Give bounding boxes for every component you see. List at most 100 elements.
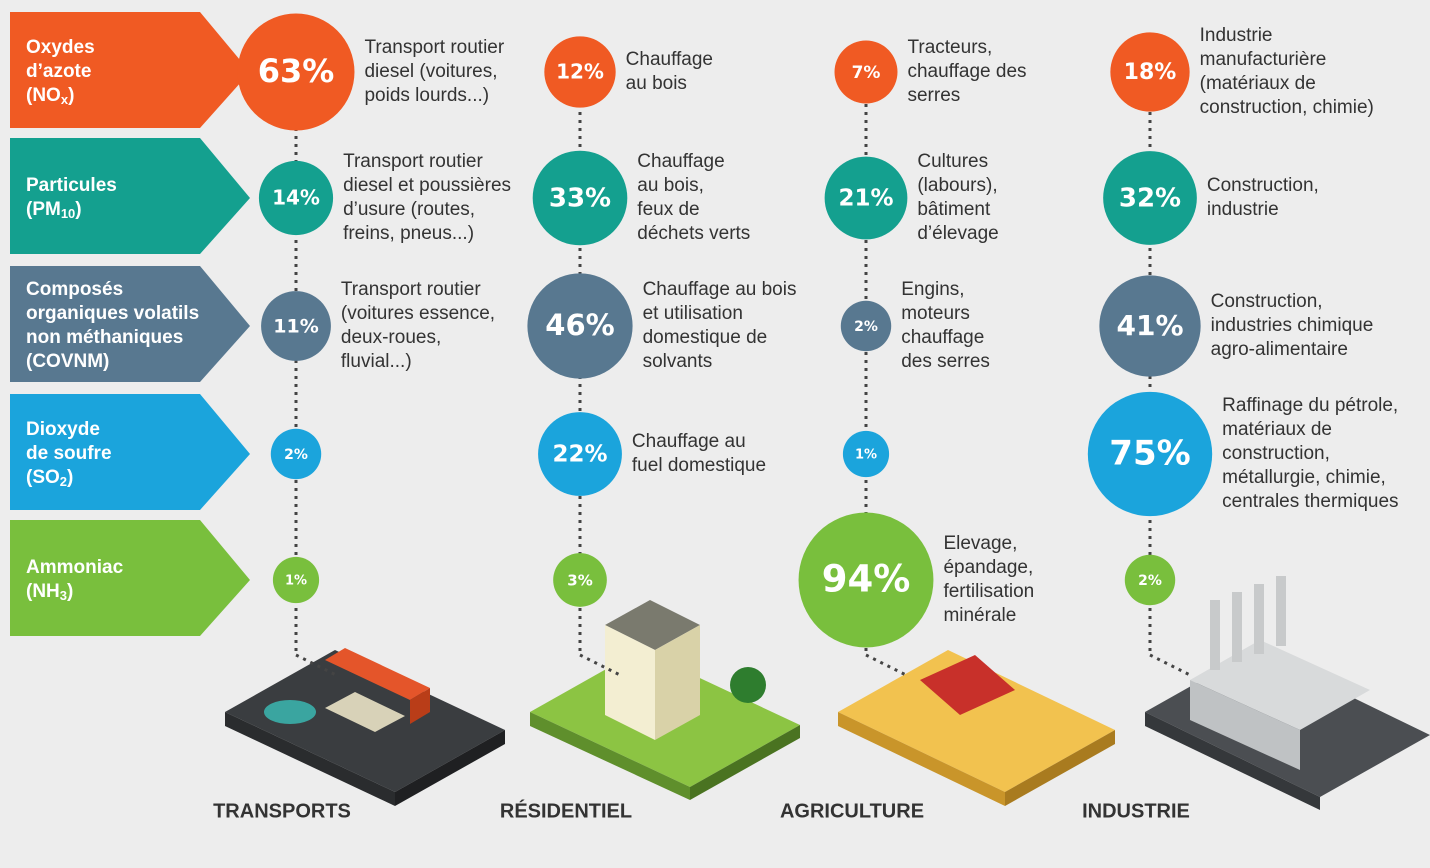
description: (matériaux de [1200, 73, 1316, 94]
value-label: 1% [285, 574, 307, 589]
value-circle [538, 412, 622, 496]
pollutant-formula: (SO2) [26, 467, 73, 489]
description: moteurs [901, 303, 970, 324]
formula-part: ) [68, 85, 74, 106]
pollutant-formula: (PM10) [26, 199, 82, 221]
value-label: 2% [854, 319, 878, 335]
description: diesel (voitures, [364, 61, 497, 82]
sector-name: INDUSTRIE [1082, 800, 1190, 822]
description: serres [907, 85, 960, 106]
formula-part: 10 [61, 206, 75, 221]
value-label: 1% [855, 448, 877, 463]
pollutant-arrow [10, 138, 250, 254]
description: Industrie [1200, 25, 1273, 46]
description: construction, [1222, 443, 1330, 464]
description: agro-alimentaire [1211, 339, 1348, 360]
description: manufacturière [1200, 49, 1327, 70]
description: feux de [637, 199, 699, 220]
description: Transport routier [343, 151, 483, 172]
value-circle [272, 556, 320, 604]
value-circle [261, 291, 331, 361]
value-label: 12% [556, 60, 604, 84]
value-circle [824, 156, 908, 240]
description: Tracteurs, [907, 37, 992, 58]
pollutant-label: organiques volatils [26, 303, 199, 324]
pollutant-label: de soufre [26, 443, 112, 464]
pollutant-label: Composés [26, 279, 123, 300]
description: Chauffage [626, 49, 713, 70]
sector-name: TRANSPORTS [213, 800, 351, 822]
value-label: 75% [1109, 434, 1190, 474]
formula-part: (SO [26, 467, 60, 488]
sector-name: RÉSIDENTIEL [500, 799, 632, 822]
value-circle [1087, 391, 1213, 517]
description: fluvial...) [341, 351, 412, 372]
value-circle [237, 13, 355, 131]
description: minérale [943, 605, 1016, 626]
value-circle [834, 40, 898, 104]
pollutant-formula: (NOx) [26, 85, 74, 107]
pollutant-arrow [10, 12, 250, 128]
description: d’élevage [917, 223, 998, 244]
value-circle [1124, 554, 1176, 606]
description: d’usure (routes, [343, 199, 475, 220]
formula-part: ) [67, 581, 73, 602]
value-circle [1103, 151, 1197, 245]
description: Cultures [917, 151, 988, 172]
value-label: 33% [549, 184, 611, 214]
value-circle [553, 553, 607, 607]
description: industrie [1207, 199, 1279, 220]
description: (labours), [917, 175, 997, 196]
sector-name: AGRICULTURE [780, 800, 924, 822]
value-label: 14% [272, 186, 320, 210]
value-circle [544, 36, 616, 108]
pollutant-label: Particules [26, 175, 117, 196]
value-circle [1110, 32, 1190, 112]
description: diesel et poussières [343, 175, 511, 196]
description: poids lourds...) [364, 85, 489, 106]
value-label: 2% [284, 447, 308, 463]
description: fertilisation [943, 581, 1034, 602]
value-label: 41% [1116, 309, 1183, 342]
description: centrales thermiques [1222, 491, 1398, 512]
description: Transport routier [341, 279, 481, 300]
description: Raffinage du pétrole, [1222, 395, 1398, 416]
description: fuel domestique [632, 455, 766, 476]
description: métallurgie, chimie, [1222, 467, 1386, 488]
pollutant-label: Oxydes [26, 37, 95, 58]
industry-illustration [1145, 576, 1430, 810]
description: au bois [626, 73, 687, 94]
description: au bois, [637, 175, 704, 196]
formula-part: ) [67, 467, 73, 488]
pollutant-label: (COVNM) [26, 351, 109, 372]
pollutant-arrow [10, 266, 250, 382]
formula-part: x [61, 92, 69, 107]
residential-illustration [530, 600, 800, 800]
value-circle [258, 160, 334, 236]
description: chauffage des [907, 61, 1026, 82]
description: solvants [643, 351, 713, 372]
description: déchets verts [637, 223, 750, 244]
value-label: 3% [567, 572, 592, 590]
value-circle [527, 273, 633, 379]
pollutant-label: non méthaniques [26, 327, 183, 348]
description: des serres [901, 351, 990, 372]
value-label: 11% [273, 316, 318, 338]
formula-part: ) [75, 199, 81, 220]
description: Construction, [1207, 175, 1319, 196]
agriculture-illustration [838, 650, 1115, 806]
description: Chauffage au bois [643, 279, 797, 300]
value-circle [842, 430, 890, 478]
description: matériaux de [1222, 419, 1332, 440]
value-label: 63% [258, 52, 335, 90]
value-label: 46% [545, 308, 614, 342]
value-circle [270, 428, 322, 480]
value-label: 7% [852, 63, 881, 83]
description: deux-roues, [341, 327, 441, 348]
value-label: 22% [552, 442, 607, 468]
formula-part: 3 [60, 588, 67, 603]
description: chauffage [901, 327, 984, 348]
description: Chauffage [637, 151, 724, 172]
description: industries chimique [1211, 315, 1374, 336]
